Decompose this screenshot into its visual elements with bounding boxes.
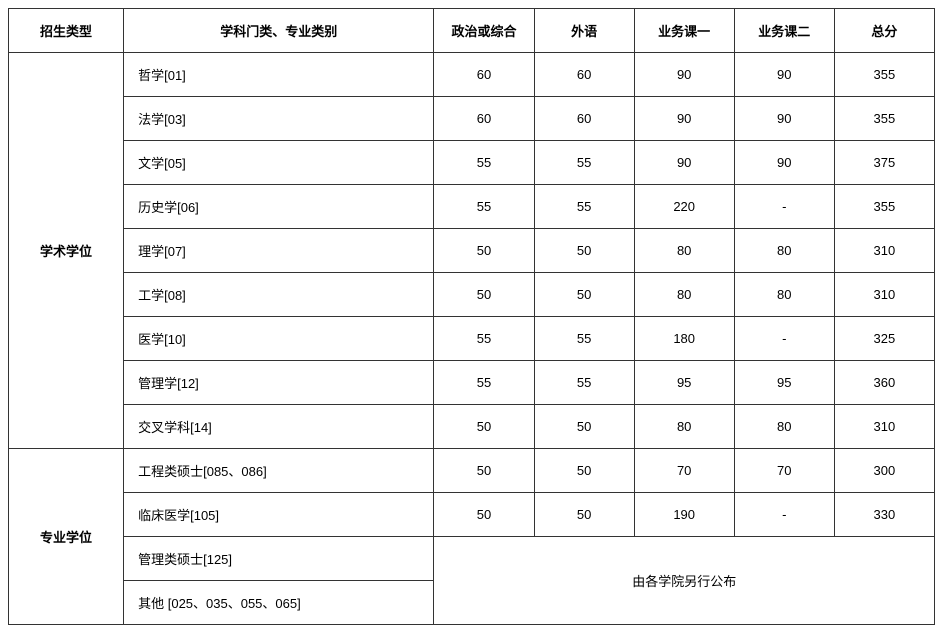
header-subject: 学科门类、专业类别: [124, 9, 434, 53]
cell-s2: 50: [534, 273, 634, 317]
header-type: 招生类型: [9, 9, 124, 53]
cell-s4: 95: [734, 361, 834, 405]
cell-total: 330: [834, 493, 934, 537]
cell-s1: 50: [434, 273, 534, 317]
table-row: 医学[10] 55 55 180 - 325: [9, 317, 935, 361]
cell-s4: 70: [734, 449, 834, 493]
cell-s1: 60: [434, 97, 534, 141]
cell-s4: -: [734, 185, 834, 229]
table-row: 专业学位 工程类硕士[085、086] 50 50 70 70 300: [9, 449, 935, 493]
cell-subject: 管理学[12]: [124, 361, 434, 405]
cell-subject: 其他 [025、035、055、065]: [124, 581, 434, 625]
header-s4: 业务课二: [734, 9, 834, 53]
cell-s2: 55: [534, 185, 634, 229]
score-table: 招生类型 学科门类、专业类别 政治或综合 外语 业务课一 业务课二 总分 学术学…: [8, 8, 935, 625]
table-row: 学术学位 哲学[01] 60 60 90 90 355: [9, 53, 935, 97]
cell-total: 300: [834, 449, 934, 493]
cell-subject: 法学[03]: [124, 97, 434, 141]
cell-s3: 90: [634, 97, 734, 141]
cell-s3: 190: [634, 493, 734, 537]
type-professional: 专业学位: [9, 449, 124, 625]
cell-s2: 50: [534, 449, 634, 493]
header-s3: 业务课一: [634, 9, 734, 53]
merged-note-cell: 由各学院另行公布: [434, 537, 935, 625]
cell-s2: 50: [534, 405, 634, 449]
cell-s1: 55: [434, 141, 534, 185]
cell-s3: 90: [634, 141, 734, 185]
cell-subject: 管理类硕士[125]: [124, 537, 434, 581]
cell-s4: 90: [734, 141, 834, 185]
cell-total: 375: [834, 141, 934, 185]
cell-subject: 文学[05]: [124, 141, 434, 185]
cell-s3: 80: [634, 405, 734, 449]
cell-subject: 历史学[06]: [124, 185, 434, 229]
cell-total: 310: [834, 229, 934, 273]
table-row: 临床医学[105] 50 50 190 - 330: [9, 493, 935, 537]
cell-s2: 60: [534, 97, 634, 141]
cell-s1: 50: [434, 493, 534, 537]
cell-s1: 60: [434, 53, 534, 97]
cell-s2: 55: [534, 361, 634, 405]
cell-total: 310: [834, 273, 934, 317]
cell-total: 360: [834, 361, 934, 405]
cell-s1: 50: [434, 229, 534, 273]
table-row: 工学[08] 50 50 80 80 310: [9, 273, 935, 317]
table-row: 管理学[12] 55 55 95 95 360: [9, 361, 935, 405]
cell-s3: 95: [634, 361, 734, 405]
type-academic: 学术学位: [9, 53, 124, 449]
header-s2: 外语: [534, 9, 634, 53]
header-row: 招生类型 学科门类、专业类别 政治或综合 外语 业务课一 业务课二 总分: [9, 9, 935, 53]
cell-subject: 医学[10]: [124, 317, 434, 361]
cell-s3: 80: [634, 273, 734, 317]
cell-s1: 50: [434, 449, 534, 493]
table-row: 文学[05] 55 55 90 90 375: [9, 141, 935, 185]
cell-s4: 80: [734, 273, 834, 317]
cell-s4: -: [734, 493, 834, 537]
header-total: 总分: [834, 9, 934, 53]
cell-s3: 220: [634, 185, 734, 229]
cell-s3: 80: [634, 229, 734, 273]
cell-subject: 理学[07]: [124, 229, 434, 273]
cell-s2: 50: [534, 229, 634, 273]
cell-total: 355: [834, 185, 934, 229]
cell-subject: 交叉学科[14]: [124, 405, 434, 449]
table-row: 交叉学科[14] 50 50 80 80 310: [9, 405, 935, 449]
cell-s4: 80: [734, 405, 834, 449]
cell-s1: 55: [434, 317, 534, 361]
cell-s4: 90: [734, 97, 834, 141]
cell-s2: 60: [534, 53, 634, 97]
header-s1: 政治或综合: [434, 9, 534, 53]
cell-subject: 工程类硕士[085、086]: [124, 449, 434, 493]
cell-s2: 55: [534, 317, 634, 361]
cell-s4: -: [734, 317, 834, 361]
cell-s3: 90: [634, 53, 734, 97]
cell-s1: 55: [434, 185, 534, 229]
cell-s3: 180: [634, 317, 734, 361]
cell-total: 325: [834, 317, 934, 361]
cell-s1: 50: [434, 405, 534, 449]
cell-total: 310: [834, 405, 934, 449]
cell-s1: 55: [434, 361, 534, 405]
cell-s4: 90: [734, 53, 834, 97]
cell-subject: 临床医学[105]: [124, 493, 434, 537]
cell-s4: 80: [734, 229, 834, 273]
cell-total: 355: [834, 53, 934, 97]
cell-total: 355: [834, 97, 934, 141]
cell-subject: 工学[08]: [124, 273, 434, 317]
cell-s3: 70: [634, 449, 734, 493]
table-row: 管理类硕士[125] 由各学院另行公布: [9, 537, 935, 581]
table-row: 法学[03] 60 60 90 90 355: [9, 97, 935, 141]
table-row: 历史学[06] 55 55 220 - 355: [9, 185, 935, 229]
cell-subject: 哲学[01]: [124, 53, 434, 97]
cell-s2: 50: [534, 493, 634, 537]
table-row: 理学[07] 50 50 80 80 310: [9, 229, 935, 273]
cell-s2: 55: [534, 141, 634, 185]
